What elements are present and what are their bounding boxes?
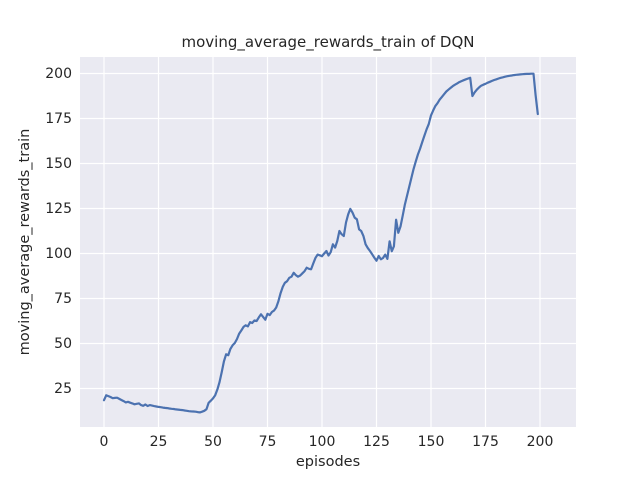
x-tick-label: 50 [204,434,222,450]
y-tick-label: 50 [54,335,72,352]
y-tick-label: 200 [45,65,72,82]
x-tick-label: 75 [258,434,277,450]
x-tick-label: 100 [308,434,336,450]
x-axis-label: episodes [295,454,361,470]
y-tick-label: 100 [45,245,72,262]
plot-svg [80,57,576,427]
y-tick-label: 150 [45,155,72,172]
data-line [102,72,539,414]
y-tick-label: 75 [54,290,72,307]
x-tick-label: 125 [363,434,390,450]
y-tick-label: 125 [45,200,72,217]
x-tick-label: 150 [417,434,445,450]
x-tick-label: 25 [149,434,168,450]
x-tick-label: 200 [526,434,554,450]
y-tick-label: 25 [54,380,72,397]
plot-area [80,57,576,427]
chart-title: moving_average_rewards_train of DQN [181,33,475,51]
y-tick-label: 175 [45,110,72,127]
x-tick-label: 175 [472,434,499,450]
x-tick-label: 0 [99,434,109,450]
